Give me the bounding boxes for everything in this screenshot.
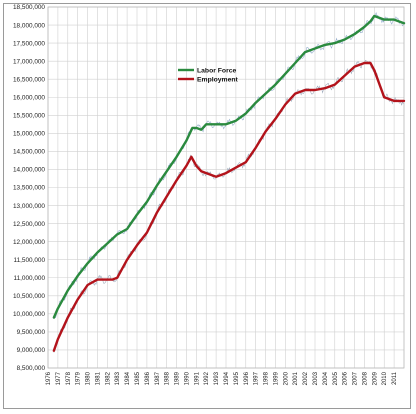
y-tick-label: 11,500,000 bbox=[13, 257, 45, 264]
x-tick-label: 1983 bbox=[115, 371, 121, 385]
x-tick-label: 2008 bbox=[362, 371, 368, 385]
chart-grid bbox=[47, 6, 405, 369]
x-tick-label: 1989 bbox=[175, 371, 181, 385]
x-tick-label: 1984 bbox=[125, 371, 131, 385]
y-tick-label: 15,500,000 bbox=[13, 113, 45, 120]
x-tick-label: 1995 bbox=[234, 371, 240, 385]
y-tick-label: 12,500,000 bbox=[13, 221, 45, 228]
x-tick-label: 1986 bbox=[145, 371, 151, 385]
series-monthly-trace bbox=[53, 59, 404, 353]
series-line bbox=[52, 14, 406, 319]
y-tick-label: 12,000,000 bbox=[13, 239, 45, 246]
y-tick-label: 11,000,000 bbox=[13, 275, 45, 282]
x-tick-label: 1979 bbox=[76, 371, 82, 385]
x-tick-label: 2005 bbox=[333, 371, 339, 385]
y-tick-label: 9,500,000 bbox=[17, 329, 46, 336]
x-tick-label: 2011 bbox=[392, 371, 398, 385]
chart-frame bbox=[3, 3, 411, 409]
monthly-detail-lines bbox=[53, 12, 404, 353]
series-line bbox=[52, 61, 406, 352]
y-axis-ticks: 8,500,000 9,000,000 9,500,000 10,000,000 10,… bbox=[13, 4, 45, 372]
x-tick-label: 1981 bbox=[95, 371, 101, 385]
legend-label: Employment bbox=[197, 76, 239, 83]
series-lines bbox=[52, 14, 406, 352]
y-tick-label: 13,500,000 bbox=[13, 185, 45, 192]
x-tick-label: 1991 bbox=[194, 371, 200, 385]
y-tick-label: 13,000,000 bbox=[13, 203, 45, 210]
x-tick-label: 1992 bbox=[204, 371, 210, 385]
x-tick-label: 1987 bbox=[155, 371, 161, 385]
x-tick-label: 2010 bbox=[382, 371, 388, 385]
y-tick-label: 16,500,000 bbox=[13, 76, 45, 83]
x-tick-label: 1976 bbox=[46, 371, 52, 385]
y-tick-label: 17,000,000 bbox=[13, 58, 45, 65]
x-tick-label: 1977 bbox=[56, 371, 62, 385]
y-tick-label: 14,000,000 bbox=[13, 167, 45, 174]
y-tick-label: 16,000,000 bbox=[13, 94, 45, 101]
y-tick-label: 10,500,000 bbox=[13, 293, 45, 300]
legend-label: Labor Force bbox=[197, 67, 236, 74]
x-tick-label: 2004 bbox=[323, 371, 329, 385]
x-tick-label: 1982 bbox=[105, 371, 111, 385]
x-tick-label: 1999 bbox=[273, 371, 279, 385]
x-tick-label: 1998 bbox=[264, 371, 270, 385]
x-tick-label: 1994 bbox=[224, 371, 230, 385]
plot-area-border bbox=[47, 6, 405, 369]
y-tick-label: 18,500,000 bbox=[13, 4, 45, 11]
x-tick-label: 2007 bbox=[353, 371, 359, 385]
y-tick-label: 8,500,000 bbox=[17, 365, 46, 372]
y-tick-label: 9,000,000 bbox=[17, 347, 46, 354]
chart-legend: Labor Force Employment bbox=[178, 67, 239, 83]
y-tick-label: 10,000,000 bbox=[13, 311, 45, 318]
x-tick-label: 2002 bbox=[303, 371, 309, 385]
x-tick-label: 1978 bbox=[66, 371, 72, 385]
y-tick-label: 15,000,000 bbox=[13, 131, 45, 138]
series-monthly-trace bbox=[53, 12, 404, 320]
x-axis-ticks: 1976 1977 1978 1979 1980 1981 1982 1983 1984 1985… bbox=[46, 371, 398, 385]
x-tick-label: 1980 bbox=[86, 371, 92, 385]
y-tick-label: 14,500,000 bbox=[13, 149, 45, 156]
x-tick-label: 2000 bbox=[283, 371, 289, 385]
y-tick-label: 18,000,000 bbox=[13, 22, 45, 29]
x-tick-label: 1990 bbox=[184, 371, 190, 385]
x-tick-label: 1997 bbox=[254, 371, 260, 385]
x-tick-label: 1985 bbox=[135, 371, 141, 385]
x-tick-label: 1996 bbox=[244, 371, 250, 385]
x-tick-label: 2006 bbox=[343, 371, 349, 385]
x-tick-label: 2009 bbox=[372, 371, 378, 385]
x-tick-label: 1988 bbox=[165, 371, 171, 385]
y-tick-label: 17,500,000 bbox=[13, 40, 45, 47]
x-tick-label: 1993 bbox=[214, 371, 220, 385]
x-tick-label: 2001 bbox=[293, 371, 299, 385]
x-tick-label: 2003 bbox=[313, 371, 319, 385]
